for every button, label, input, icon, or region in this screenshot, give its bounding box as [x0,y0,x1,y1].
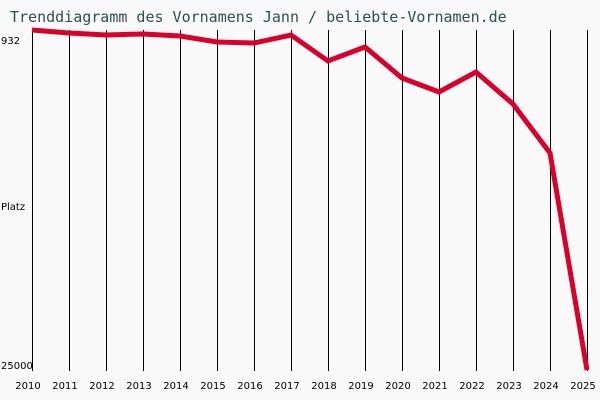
trend-line [31,27,590,371]
x-axis-label: 2022 [459,381,485,392]
x-axis-label: 2018 [311,381,337,392]
x-axis-label: 2024 [533,381,559,392]
y-axis-bottom-label: 25000 [1,361,33,372]
x-axis-label: 2011 [52,381,78,392]
x-axis-label: 2021 [422,381,448,392]
y-axis-title: Platz [1,202,26,213]
x-axis-label: 2020 [385,381,411,392]
x-axis-label: 2014 [163,381,189,392]
x-axis-label: 2010 [15,381,41,392]
x-axis-label: 2015 [200,381,226,392]
x-axis-label: 2016 [237,381,263,392]
x-axis-label: 2019 [348,381,374,392]
x-axis-label: 2025 [570,381,596,392]
x-axis-label: 2013 [126,381,152,392]
x-axis-label: 2012 [89,381,115,392]
x-axis-label: 2023 [496,381,522,392]
y-axis-top-label: 932 [1,36,21,47]
chart-title: Trenddiagramm des Vornamens Jann / belie… [10,8,507,26]
x-axis-label: 2017 [274,381,300,392]
